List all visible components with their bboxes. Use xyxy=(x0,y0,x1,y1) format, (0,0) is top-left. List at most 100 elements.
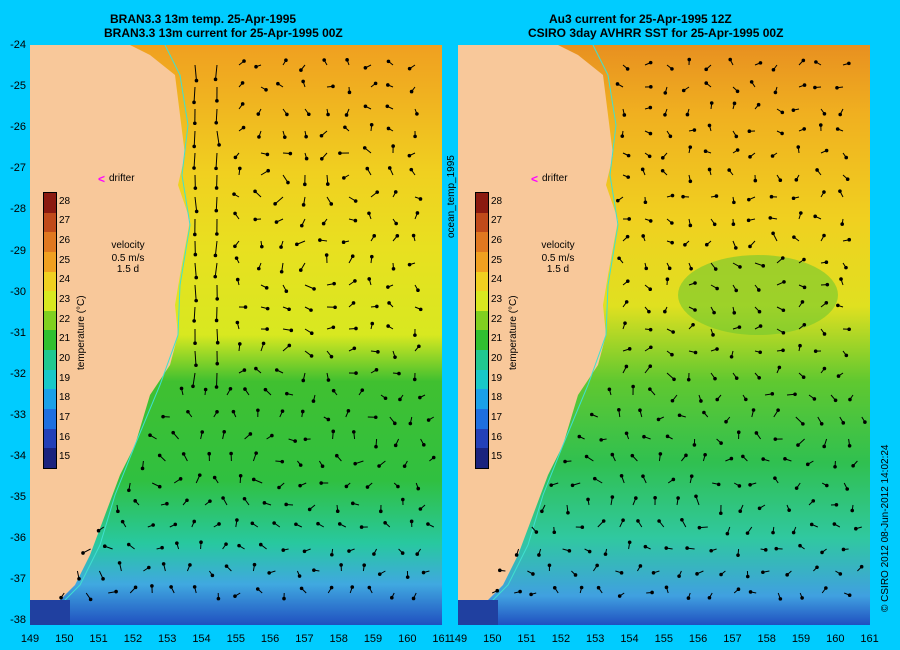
velocity-arrow-head xyxy=(824,586,828,590)
y-tick-label: -32 xyxy=(10,367,26,380)
velocity-arrow-head xyxy=(495,588,500,593)
velocity-arrow-head xyxy=(794,178,799,182)
velocity-arrow-head xyxy=(264,286,269,290)
velocity-arrow-head xyxy=(379,509,383,514)
left-map-panel xyxy=(30,45,442,625)
velocity-arrow-head xyxy=(818,123,823,127)
velocity-arrow-head xyxy=(735,148,740,152)
velocity-arrow-head xyxy=(347,549,351,553)
velocity-arrow-head xyxy=(601,519,606,523)
colorbar-swatch xyxy=(44,193,56,213)
velocity-arrow-head xyxy=(691,322,695,327)
colorbar-swatch xyxy=(476,232,488,252)
velocity-arrow-head xyxy=(727,168,731,172)
velocity-arrow xyxy=(194,64,197,81)
velocity-arrow-head xyxy=(758,350,762,355)
y-tick-label: -37 xyxy=(10,573,26,586)
velocity-arrow-head xyxy=(686,596,691,600)
velocity-arrow-head xyxy=(704,242,709,247)
velocity-arrow-head xyxy=(735,89,740,94)
land-mass xyxy=(30,45,190,605)
velocity-arrow-head xyxy=(676,496,680,500)
velocity-arrow-head xyxy=(839,277,843,281)
velocity-arrow-head xyxy=(331,429,336,434)
velocity-arrow-head xyxy=(233,155,238,160)
velocity-arrow-head xyxy=(265,327,269,331)
velocity-arrow-head xyxy=(529,592,533,597)
velocity-arrow-head xyxy=(836,303,840,308)
x-tick-label: 159 xyxy=(791,633,811,645)
copyright-label: © CSIRO 2012 08-Jun-2012 14:02:24 xyxy=(880,444,891,612)
colorbar-left xyxy=(43,192,57,469)
velocity-arrow-head xyxy=(712,222,717,227)
velocity-arrow-head xyxy=(398,397,402,402)
velocity-arrow-head xyxy=(777,365,782,370)
velocity-arrow-head xyxy=(347,90,352,95)
velocity-arrow-head xyxy=(248,432,253,436)
velocity-arrow-head xyxy=(644,266,649,271)
velocity-arrow-head xyxy=(214,318,219,323)
velocity-arrow-head xyxy=(120,519,125,524)
velocity-arrow-head xyxy=(625,234,630,239)
velocity-arrow-head xyxy=(298,463,303,467)
velocity-arrow-head xyxy=(88,597,93,602)
velocity-arrow-head xyxy=(824,148,829,153)
velocity-arrow-head xyxy=(426,418,431,422)
velocity-arrow-head xyxy=(780,131,784,136)
velocity-arrow-head xyxy=(822,444,827,449)
y-tick-label: -24 xyxy=(10,39,26,51)
velocity-arrow-head xyxy=(748,244,752,249)
velocity-arrow-head xyxy=(617,408,621,412)
velocity-arrow-head xyxy=(663,112,667,117)
velocity-arrow-head xyxy=(194,78,199,83)
velocity-arrow-head xyxy=(715,286,719,291)
velocity-arrow-head xyxy=(665,277,670,282)
velocity-arrow-head xyxy=(621,518,625,523)
velocity-arrow-head xyxy=(289,328,294,333)
velocity-arrow-head xyxy=(677,574,681,578)
velocity-duration: 1.5 d xyxy=(116,264,140,275)
velocity-arrow-head xyxy=(719,572,723,577)
velocity-arrow-head xyxy=(215,99,219,103)
velocity-arrow-head xyxy=(293,439,297,443)
velocity-arrow-head xyxy=(374,444,378,449)
colorbar-swatch xyxy=(44,232,56,252)
velocity-scale: 0.5 m/s xyxy=(541,253,575,264)
velocity-arrow-head xyxy=(362,146,367,150)
velocity-arrow xyxy=(216,130,220,145)
velocity-arrow-head xyxy=(781,308,786,313)
velocity-arrow-head xyxy=(741,454,745,459)
velocity-arrow-head xyxy=(716,482,721,487)
velocity-arrow-head xyxy=(192,519,197,524)
velocity-arrow-head xyxy=(813,214,817,219)
colorbar-tick: 27 xyxy=(491,215,503,227)
velocity-arrow-head xyxy=(702,410,706,415)
x-tick-label: 155 xyxy=(654,633,673,645)
velocity-arrow-head xyxy=(282,135,287,139)
velocity-arrow-head xyxy=(724,419,728,424)
velocity-arrow-head xyxy=(309,308,313,312)
colorbar-swatch xyxy=(476,291,488,311)
colorbar-swatch xyxy=(476,350,488,370)
velocity-arrow-head xyxy=(266,168,271,173)
velocity-arrow-head xyxy=(715,397,720,402)
velocity-arrow-head xyxy=(418,307,423,312)
velocity-arrow-head xyxy=(732,101,737,106)
velocity-arrow-head xyxy=(117,561,122,565)
velocity-arrow-head xyxy=(802,322,807,327)
velocity-arrow-head xyxy=(258,542,263,547)
velocity-arrow-head xyxy=(781,348,785,353)
velocity-arrow-head xyxy=(407,262,412,267)
velocity-arrow-head xyxy=(648,387,652,391)
velocity-arrow-head xyxy=(370,321,375,326)
colorbar-tick: 19 xyxy=(59,372,71,384)
y-tick-label: -27 xyxy=(10,162,26,175)
velocity-arrow-head xyxy=(81,551,85,555)
velocity-arrow-head xyxy=(215,340,220,345)
velocity-arrow-head xyxy=(584,454,589,459)
velocity-arrow-head xyxy=(689,266,693,271)
velocity-arrow-head xyxy=(157,484,162,489)
velocity-arrow-head xyxy=(235,277,240,282)
velocity-arrow-head xyxy=(757,376,761,380)
velocity-arrow-head xyxy=(781,330,786,335)
